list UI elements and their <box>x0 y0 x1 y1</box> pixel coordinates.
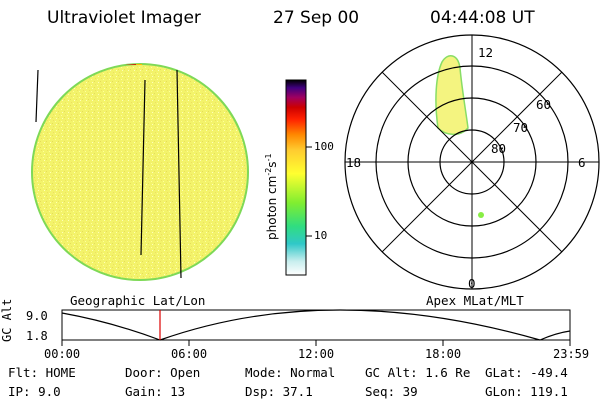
lat-label-80: 80 <box>491 141 507 156</box>
column-line <box>35 69 39 123</box>
colorbar <box>285 79 312 276</box>
info-seq: Seq: 39 <box>365 384 418 399</box>
mlt-label-18: 18 <box>346 155 362 170</box>
altitude-curve <box>61 309 571 341</box>
info-door: Door: Open <box>125 365 201 380</box>
alt-ylabel: GC Alt <box>0 298 14 342</box>
colorbar-tick-label: 100 <box>314 140 334 153</box>
info-dsp: Dsp: 37.1 <box>245 384 313 399</box>
apex-caption: Apex MLat/MLT <box>426 293 524 308</box>
info-ip: IP: 9.0 <box>8 384 61 399</box>
colorbar-tick-label: 10 <box>314 229 328 242</box>
uvi-earth-disk <box>31 63 249 281</box>
meridian-diagonal <box>381 71 563 253</box>
info-glon: GLon: 119.1 <box>485 384 568 399</box>
info-glat: GLat: -49.4 <box>485 365 568 380</box>
altitude-plot <box>61 309 571 346</box>
mlt-label-6: 6 <box>578 155 586 170</box>
alt-ytick-9: 9.0 <box>26 309 48 323</box>
lat-label-70: 70 <box>513 120 529 135</box>
polar-plot <box>344 34 600 290</box>
mlt-label-12: 12 <box>478 45 494 60</box>
lat-label-60: 60 <box>536 97 552 112</box>
geographic-caption: Geographic Lat/Lon <box>70 293 206 308</box>
info-flt: Flt: HOME <box>8 365 76 380</box>
alt-ytick-1.8: 1.8 <box>26 329 48 343</box>
alt-xtick: 12:00 <box>298 347 335 361</box>
info-gain: Gain: 13 <box>125 384 186 399</box>
info-gcalt: GC Alt: 1.6 Re <box>365 365 471 380</box>
alt-xtick: 23:59 <box>553 347 590 361</box>
time-label: 04:44:08 UT <box>430 8 535 28</box>
colorbar-unit-label: photon cm-2s-1 <box>264 153 279 240</box>
alt-xtick: 06:00 <box>171 347 208 361</box>
bright-spot <box>126 64 136 65</box>
column-line <box>140 79 146 256</box>
column-line <box>176 69 182 279</box>
auroral-oval <box>435 55 469 136</box>
alt-xtick: 18:00 <box>425 347 462 361</box>
alt-xtick: 00:00 <box>44 347 81 361</box>
date-label: 27 Sep 00 <box>273 8 360 28</box>
mlt-label-0: 0 <box>468 276 476 291</box>
instrument-title: Ultraviolet Imager <box>47 8 201 28</box>
info-mode: Mode: Normal <box>245 365 336 380</box>
green-spot <box>478 212 484 218</box>
